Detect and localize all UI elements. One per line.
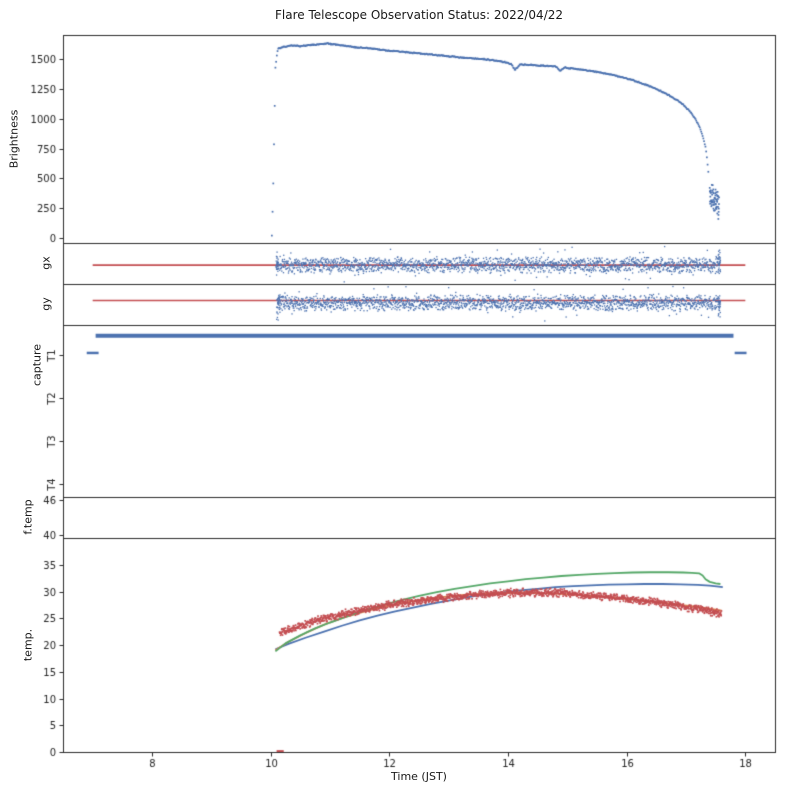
y-axis-label-capture: capture — [30, 343, 44, 387]
y-axis-label-temp: temp. — [21, 628, 35, 662]
x-axis-label: Time (JST) — [391, 770, 447, 783]
y-axis-label-gx: gx — [39, 256, 53, 270]
y-axis-label-gy: gy — [39, 297, 53, 311]
y-axis-label-brightness: Brightness — [7, 109, 21, 169]
chart-title: Flare Telescope Observation Status: 2022… — [275, 8, 563, 22]
y-axis-label-ftemp: f.temp — [21, 499, 35, 535]
